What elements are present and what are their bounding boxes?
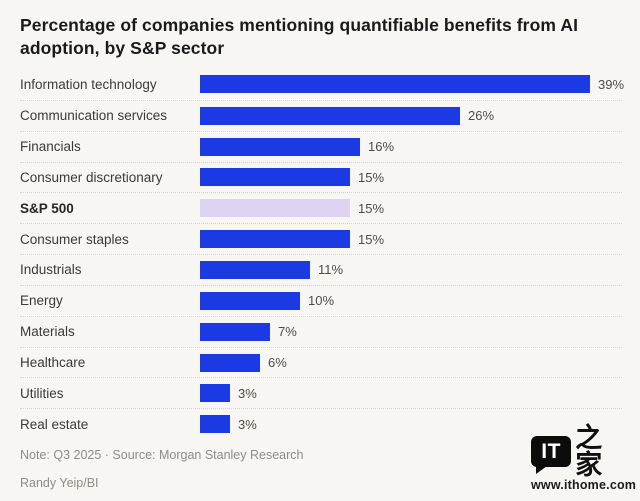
category-label: Consumer discretionary — [20, 169, 163, 185]
value-label: 26% — [468, 108, 495, 124]
category-label: Consumer staples — [20, 231, 129, 247]
category-label: Real estate — [20, 416, 89, 432]
chart-row: Communication services 26% — [20, 99, 622, 131]
bar — [200, 322, 270, 341]
category-label: Financials — [20, 139, 81, 155]
bar-area: 15% — [200, 199, 622, 218]
bar-area: 15% — [200, 230, 622, 249]
bar-chart: Information technology 39% Communication… — [20, 69, 625, 439]
bar-area: 7% — [200, 322, 622, 341]
chart-row: Energy 10% — [20, 284, 622, 316]
value-label: 3% — [238, 385, 257, 401]
ithome-logo-cjk-text: 之家 — [575, 422, 603, 481]
bar — [200, 230, 350, 249]
chart-row: Industrials 11% — [20, 254, 622, 285]
bar — [200, 168, 350, 187]
chart-row: Consumer discretionary 15% — [20, 161, 622, 193]
chart-title: Percentage of companies mentioning quant… — [20, 14, 634, 60]
chart-title-line2: adoption, by S&P sector — [20, 38, 225, 59]
value-label: 16% — [368, 139, 395, 155]
bar — [200, 353, 260, 372]
category-label: Industrials — [20, 262, 82, 278]
ithome-url: www.ithome.com — [531, 478, 637, 492]
bar-area: 6% — [200, 353, 622, 372]
category-label: Materials — [20, 324, 75, 340]
bar — [200, 291, 300, 310]
bar-area: 3% — [200, 384, 622, 403]
author-credit: Randy Yeip/BI — [20, 476, 99, 490]
value-label: 15% — [358, 169, 385, 185]
ithome-logo-it-text: IT — [541, 439, 561, 463]
bar-area: 39% — [200, 75, 625, 94]
chart-row: Financials 16% — [20, 130, 622, 162]
chart-rows: Information technology 39% Communication… — [20, 69, 625, 439]
bar-area: 15% — [200, 168, 622, 187]
ithome-watermark: IT 之家 www.ithome.com — [531, 425, 637, 492]
category-label: Information technology — [20, 76, 157, 92]
value-label: 7% — [278, 324, 297, 340]
chart-title-line1: Percentage of companies mentioning quant… — [20, 15, 579, 35]
value-label: 10% — [308, 293, 335, 309]
chart-row: Real estate 3% — [20, 408, 622, 439]
value-label: 15% — [358, 200, 385, 216]
source-note: Note: Q3 2025 · Source: Morgan Stanley R… — [20, 448, 304, 462]
bar-area: 3% — [200, 415, 622, 434]
value-label: 39% — [598, 76, 625, 92]
bar — [200, 260, 310, 279]
value-label: 3% — [238, 416, 257, 432]
ithome-logo-icon: IT — [531, 436, 572, 474]
bar-area: 10% — [200, 291, 622, 310]
category-label: Healthcare — [20, 355, 86, 371]
category-label: S&P 500 — [20, 200, 74, 216]
category-label: Energy — [20, 293, 63, 309]
bar — [200, 415, 230, 434]
chart-row: S&P 500 15% — [20, 192, 622, 223]
bar — [200, 137, 360, 156]
value-label: 15% — [358, 231, 385, 247]
chart-row: Healthcare 6% — [20, 346, 622, 378]
bar — [200, 75, 590, 94]
chart-row: Consumer staples 15% — [20, 223, 622, 254]
ithome-logo: IT 之家 — [531, 425, 627, 479]
chart-row: Utilities 3% — [20, 377, 622, 408]
value-label: 11% — [318, 262, 344, 278]
value-label: 6% — [268, 355, 287, 371]
bar-area: 11% — [200, 260, 622, 279]
bar-area: 16% — [200, 137, 622, 156]
category-label: Communication services — [20, 108, 168, 124]
bar — [200, 384, 230, 403]
bar — [200, 106, 460, 125]
category-label: Utilities — [20, 385, 64, 401]
bar — [200, 199, 350, 218]
chart-row: Information technology 39% — [20, 69, 625, 100]
bar-area: 26% — [200, 106, 622, 125]
chart-row: Materials 7% — [20, 315, 622, 347]
